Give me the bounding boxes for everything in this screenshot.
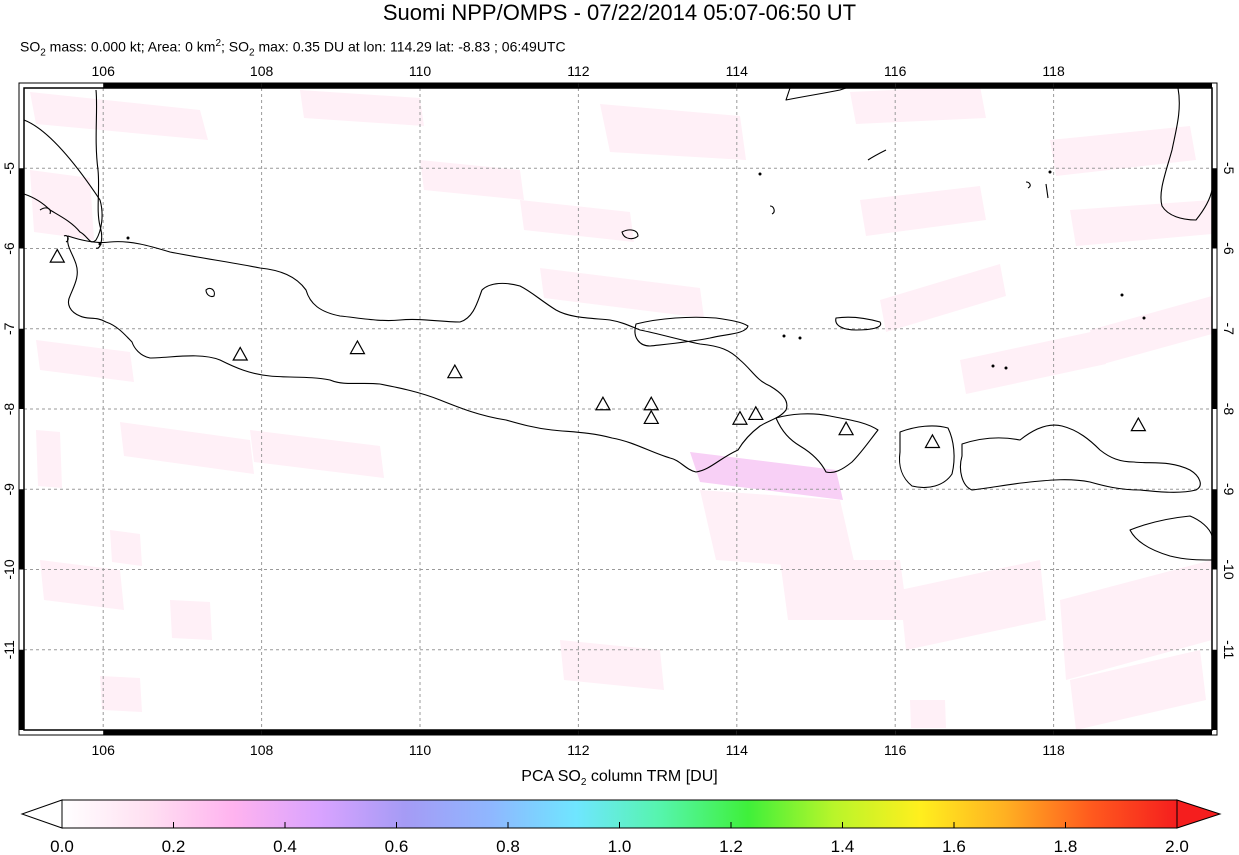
volcano-icon [838,420,855,436]
colorbar-tick-label: 0.0 [50,837,74,855]
frame-segment [19,489,24,570]
colorbar-tick-label: 0.8 [496,837,520,855]
colorbar-tick-label: 1.8 [1054,837,1078,855]
subtitle-part: max: 0.35 DU at lon: 114.29 lat: -8.83 ;… [254,38,566,55]
subtitle-superscript: 2 [215,38,221,49]
frame-segment [736,83,896,88]
lon-tick-label-top: 116 [884,63,907,79]
lat-tick-label-right: -6 [1221,242,1237,255]
frame-segment [1053,83,1212,88]
frame-segment [578,83,737,88]
frame-segment [19,649,24,730]
frame-segment [895,83,1054,88]
graticule [24,88,1212,730]
colorbar-title-part: column TRM [DU] [586,768,718,785]
lat-tick-label-right: -11 [1221,640,1237,659]
frame-segment [420,730,579,735]
lon-tick-label-top: 110 [409,63,432,79]
frame-segment [19,328,24,409]
subtitle-part: SO [20,38,41,55]
colorbar-tick-label: 0.6 [385,837,409,855]
colorbar: 0.0 0.2 0.4 0.6 0.8 1.0 1.2 1.4 1.6 1.8 2.0 [20,799,1222,855]
frame-segment [261,83,420,88]
lon-tick-label-bottom: 116 [884,742,907,758]
volcano-icon [232,346,249,361]
lon-tick-label-top: 118 [1042,63,1065,79]
subtitle-subscript: 2 [249,47,255,59]
volcano-icon [594,395,611,411]
colorbar-tick-label: 1.6 [942,837,966,855]
lat-tick-label-left: -10 [1,559,17,579]
lon-tick-label-bottom: 106 [92,742,116,758]
subtitle-subscript: 2 [40,47,46,59]
lon-tick-label-bottom: 112 [567,742,590,758]
lat-tick-label-left: -6 [1,242,17,255]
frame-segment [103,730,262,735]
frame-segment [578,730,737,735]
small-islets [98,170,1146,370]
colorbar-tick-label: 0.4 [273,837,297,855]
lon-tick-label-top: 108 [250,63,274,79]
lat-tick-label-right: -8 [1221,403,1237,416]
lon-tick-label-bottom: 118 [1042,742,1065,758]
map-title: Suomi NPP/OMPS - 07/22/2014 05:07-06:50 … [382,0,857,25]
lon-tick-label-bottom: 108 [250,742,274,758]
lat-tick-label-left: -5 [1,162,17,175]
frame-segment [736,730,896,735]
lat-tick-label-right: -9 [1221,483,1237,496]
lon-tick-label-top: 114 [726,63,749,79]
lat-tick-label-left: -9 [1,483,17,496]
lat-tick-label-right: -5 [1221,162,1237,175]
lon-tick-label-bottom: 110 [409,742,432,758]
colorbar-tick-label: 0.2 [162,837,186,855]
colorbar-max-arrow [1176,799,1222,829]
map-subtitle: SO2 mass: 0.000 kt; Area: 0 km2; SO2 max… [20,35,566,62]
volcano-icon [747,405,764,421]
lat-tick-label-right: -10 [1221,559,1237,579]
frame-segment [420,83,579,88]
volcano-icon [924,433,941,449]
volcano-icon [1130,416,1147,432]
colorbar-tick-label: 2.0 [1165,837,1189,855]
colorbar-tick-label: 1.2 [719,837,743,855]
frame-segment [19,168,24,249]
volcano-icon [643,395,660,411]
volcano-icon [349,339,366,355]
lat-tick-label-left: -11 [1,640,17,659]
volcano-icon [446,363,463,379]
colorbar-title-subscript: 2 [580,777,587,789]
frame-segment [1212,489,1217,570]
frame-segment [261,730,420,735]
frame-segment [1212,168,1217,249]
frame-segment [895,730,1054,735]
lat-tick-label-left: -7 [1,322,17,335]
axis-labels: 106 106 108 108 110 110 112 112 114 114 116 116 118 1… [1,63,1237,758]
lon-tick-label-bottom: 114 [726,742,749,758]
lat-tick-label-left: -8 [1,403,17,416]
subtitle-part: mass: 0.000 kt; Area: 0 km [45,38,216,55]
subtitle-part: ; SO [221,38,250,55]
lon-tick-label-top: 106 [92,63,116,79]
volcano-icon [731,410,748,425]
colorbar-title: PCA SO2 column TRM [DU] [0,768,1239,788]
volcano-markers [49,248,1147,449]
frame-outer [18,82,1218,736]
so2-max-pixel [690,452,843,500]
volcano-icon [49,248,66,263]
lon-tick-label-top: 112 [567,63,590,79]
coastline [23,87,1213,561]
lat-tick-label-right: -7 [1221,323,1237,336]
frame-segment [1212,328,1217,409]
colorbar-tick-label: 1.4 [831,837,855,855]
colorbar-min-arrow [20,799,63,829]
frame-segment [1053,730,1212,735]
so2-retrieval-pixels [30,86,1212,730]
colorbar-tick-label: 1.0 [608,837,632,855]
frame-segment [103,83,262,88]
frame-segment [1212,649,1217,730]
colorbar-title-part: PCA SO [521,768,581,785]
volcano-icon [643,409,660,425]
map-frame [18,82,1218,736]
